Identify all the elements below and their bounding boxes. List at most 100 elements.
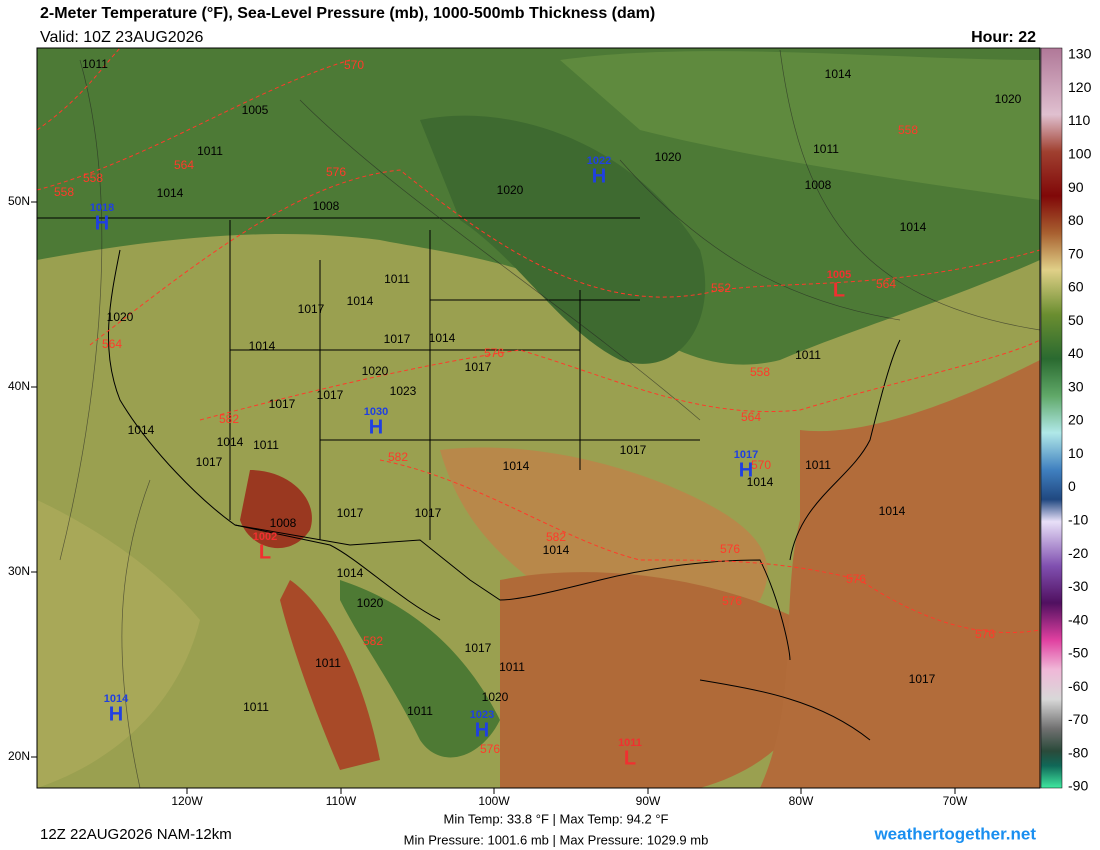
- lon-label: 120W: [171, 794, 203, 808]
- colorbar-label: -70: [1068, 711, 1088, 727]
- pressure-label: 1014: [879, 504, 906, 518]
- center-value: 1018: [90, 202, 114, 214]
- thickness-label: 552: [711, 281, 731, 295]
- pressure-label: 1014: [503, 459, 530, 473]
- pressure-label: 1023: [390, 384, 417, 398]
- colorbar-label: 100: [1068, 146, 1092, 162]
- cool-region: [560, 51, 1040, 200]
- coastline: [234, 524, 791, 661]
- colorbar-label: 0: [1068, 478, 1076, 494]
- lon-label: 90W: [636, 794, 661, 808]
- pressure-label: 1005: [242, 103, 269, 117]
- valid-time: Valid: 10Z 23AUG2026: [40, 29, 203, 46]
- colorbar-label: 120: [1068, 79, 1092, 95]
- pressure-label: 1014: [337, 566, 364, 580]
- pressure-label: 1011: [407, 704, 433, 718]
- thickness-label: 582: [219, 412, 239, 426]
- thickness-label: 564: [741, 410, 761, 424]
- pressure-label: 1017: [465, 360, 492, 374]
- lat-label: 40N: [8, 379, 30, 393]
- center-value: 1011: [618, 737, 642, 749]
- center-value: 1014: [104, 693, 129, 705]
- pressure-label: 1014: [900, 220, 927, 234]
- pressure-label: 1014: [128, 423, 155, 437]
- thickness-label: 570: [751, 458, 771, 472]
- pressure-label: 1014: [347, 294, 374, 308]
- center-symbol: H: [475, 719, 489, 741]
- pressure-label: 1014: [747, 475, 774, 489]
- pressure-label: 1014: [249, 339, 276, 353]
- thickness-label: 558: [83, 171, 103, 185]
- center-symbol: H: [95, 212, 109, 234]
- thickness-label: 576: [326, 165, 346, 179]
- cool-region: [340, 580, 500, 758]
- pressure-label: 1020: [357, 596, 384, 610]
- pressure-label: 1020: [107, 310, 134, 324]
- colorbar: [1040, 47, 1063, 789]
- lon-label: 100W: [478, 794, 510, 808]
- pressure-label: 1014: [825, 67, 852, 81]
- ocean-region: [37, 500, 200, 788]
- colorbar-label: 10: [1068, 445, 1084, 461]
- thickness-label: 582: [546, 530, 566, 544]
- pressure-label: 1008: [805, 178, 832, 192]
- colorbar-label: -10: [1068, 511, 1088, 527]
- pressure-label: 1011: [315, 656, 341, 670]
- thickness-label: 576: [975, 627, 995, 641]
- center-value: 1017: [734, 449, 758, 461]
- center-value: 1023: [470, 709, 494, 721]
- thickness-label: 582: [363, 634, 383, 648]
- gulf-warm: [500, 572, 816, 788]
- pressure-label: 1017: [196, 455, 223, 469]
- colorbar-label: -60: [1068, 678, 1088, 694]
- lat-label: 30N: [8, 564, 30, 578]
- center-value: 1022: [587, 155, 611, 167]
- pressure-label: 1020: [497, 183, 524, 197]
- center-value: 1030: [364, 406, 388, 418]
- thickness-label: 564: [174, 158, 194, 172]
- thickness-label: 576: [484, 346, 504, 360]
- pressure-label: 1020: [995, 92, 1022, 106]
- lon-label: 70W: [943, 794, 968, 808]
- colorbar-label: -20: [1068, 545, 1088, 561]
- pressure-label: 1011: [243, 700, 269, 714]
- pressure-label: 1011: [795, 348, 821, 362]
- thickness-label: 576: [722, 594, 742, 608]
- temp-range: Min Temp: 33.8 °F | Max Temp: 94.2 °F: [444, 811, 669, 826]
- colorbar-label: 30: [1068, 378, 1084, 394]
- thickness-label: 576: [846, 572, 866, 586]
- pressure-label: 1008: [270, 516, 297, 530]
- pressure-label: 1011: [197, 144, 223, 158]
- map-frame: [36, 47, 1041, 789]
- center-symbol: L: [259, 541, 271, 563]
- pressure-label: 1017: [337, 506, 364, 520]
- pressure-label: 1017: [620, 443, 647, 457]
- center-symbol: H: [369, 416, 383, 438]
- pressure-label: 1014: [543, 543, 570, 557]
- pressure-label: 1020: [362, 364, 389, 378]
- center-symbol: L: [833, 279, 845, 301]
- center-value: 1005: [827, 269, 851, 281]
- center-value: 1002: [253, 531, 277, 543]
- thickness-lines: [37, 48, 1040, 633]
- thickness-label: 582: [388, 450, 408, 464]
- center-symbol: H: [109, 703, 123, 725]
- colorbar-label: 80: [1068, 212, 1084, 228]
- pressure-range: Min Pressure: 1001.6 mb | Max Pressure: …: [404, 832, 709, 847]
- colorbar-label: -40: [1068, 611, 1088, 627]
- hot-region: [280, 580, 380, 770]
- pressure-label: 1020: [482, 690, 509, 704]
- pressure-label: 1014: [157, 186, 184, 200]
- coastline: [108, 249, 441, 621]
- colorbar-label: 40: [1068, 345, 1084, 361]
- pressure-label: 1011: [82, 57, 108, 71]
- coastline: [789, 339, 901, 561]
- pressure-label: 1011: [384, 272, 410, 286]
- colorbar-label: -80: [1068, 744, 1088, 760]
- boundaries: [37, 217, 901, 741]
- pressure-label: 1008: [313, 199, 340, 213]
- thickness-label: 564: [102, 337, 122, 351]
- pressure-label: 1011: [253, 438, 279, 452]
- colorbar-label: 20: [1068, 412, 1084, 428]
